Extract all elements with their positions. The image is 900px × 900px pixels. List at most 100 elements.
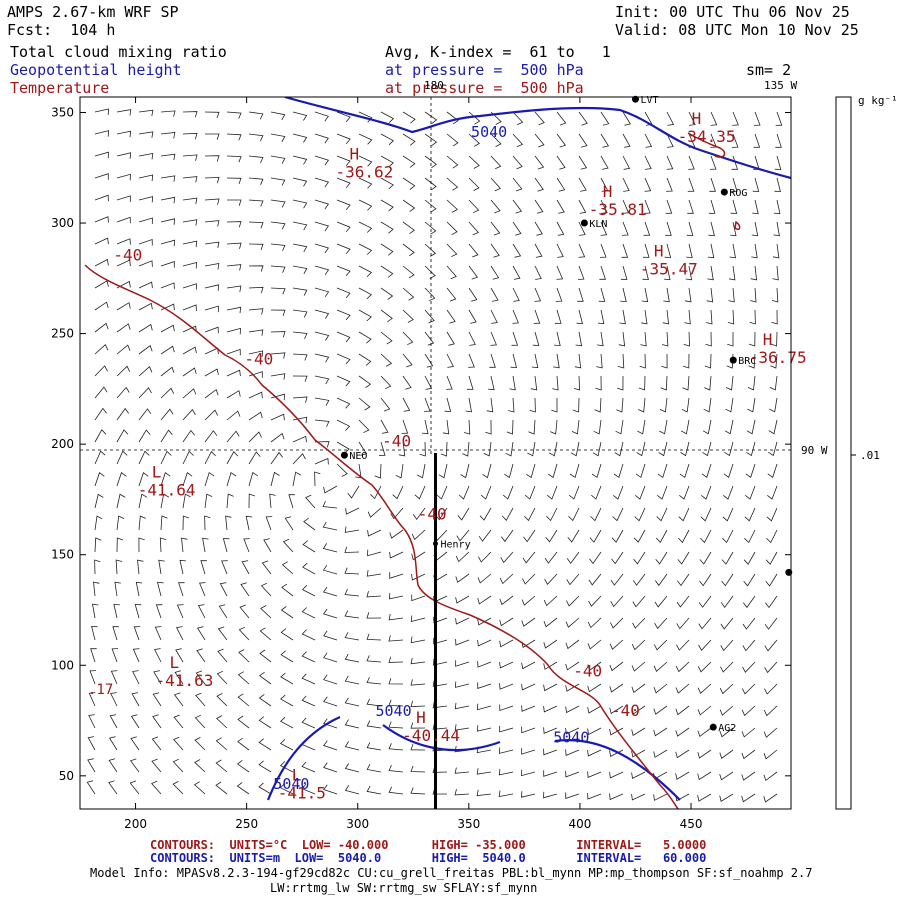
wind-barb: [151, 780, 162, 795]
wind-barb: [687, 177, 695, 192]
wind-barb: [160, 110, 176, 117]
wind-barb: [292, 287, 308, 296]
wind-barb: [478, 529, 492, 542]
wind-barb: [196, 648, 206, 663]
wind-barb: [116, 493, 126, 509]
wind-barb: [547, 463, 558, 479]
wind-barb: [719, 705, 734, 716]
wind-barb: [700, 507, 712, 522]
wind-barb: [314, 331, 330, 341]
wind-barb: [741, 683, 756, 695]
wind-barb: [512, 199, 523, 214]
wind-barb: [401, 419, 409, 434]
wind-barb: [138, 281, 153, 289]
wind-barb: [160, 153, 176, 161]
extremum-marker: H: [603, 182, 613, 201]
colorbar-box: [835, 96, 852, 810]
wind-barb: [182, 388, 197, 399]
wind-barb: [742, 617, 756, 630]
wind-barb: [402, 331, 414, 346]
wind-barb: [499, 617, 514, 627]
wind-barb: [344, 632, 360, 641]
wind-barb: [402, 177, 416, 190]
wind-barb: [477, 661, 492, 668]
wind-barb: [610, 617, 624, 629]
extremum-marker: H: [654, 242, 664, 261]
wind-barb: [663, 287, 670, 303]
wind-barb: [182, 240, 198, 248]
wind-barb: [610, 573, 624, 586]
wind-barb: [402, 111, 416, 124]
wind-barb: [314, 397, 330, 406]
wind-barb: [204, 368, 219, 377]
wind-barb: [708, 221, 715, 237]
wind-barb: [578, 221, 586, 236]
wind-barb: [323, 740, 338, 751]
k-index-range: Avg, K-index = 61 to 1: [385, 43, 611, 61]
station-marker: [340, 451, 348, 459]
wind-barb: [88, 692, 96, 707]
wind-barb: [160, 366, 175, 377]
wind-barb: [609, 683, 624, 693]
wind-barb: [94, 301, 109, 311]
wind-barb: [116, 280, 131, 289]
wind-barb: [543, 791, 558, 799]
wind-barb: [659, 419, 668, 435]
wind-barb: [380, 265, 394, 278]
wind-barb: [534, 243, 543, 258]
wind-barb: [477, 703, 492, 711]
model-info-physics: LW:rrtmg_lw SW:rrtmg_sw SFLAY:sf_mynn: [270, 881, 538, 895]
wind-barb: [731, 133, 739, 148]
wind-barb: [336, 243, 351, 255]
wind-barb: [303, 517, 316, 531]
wind-barb: [632, 617, 646, 629]
wind-barb: [204, 409, 219, 421]
wind-barb: [654, 595, 668, 608]
wind-barb: [138, 345, 153, 355]
wind-barb: [323, 762, 338, 773]
wind-barb: [130, 736, 140, 751]
wind-barb: [195, 670, 206, 685]
wind-barb: [226, 327, 241, 335]
wind-barb: [688, 155, 695, 170]
wind-barb: [700, 529, 712, 544]
wind-barb: [135, 581, 143, 597]
wind-barb: [508, 397, 515, 413]
wind-barb: [600, 221, 608, 236]
wind-barb: [578, 243, 586, 258]
wind-barb: [108, 736, 118, 751]
wind-barb: [344, 697, 360, 707]
wind-barb: [392, 485, 404, 500]
wind-barb: [631, 771, 646, 780]
wind-barb: [512, 111, 524, 126]
wind-barb: [775, 133, 782, 148]
wind-barb: [498, 790, 514, 797]
wind-barb: [512, 155, 523, 170]
wind-barb: [644, 133, 653, 148]
wind-barb: [641, 309, 648, 325]
wind-barb: [565, 727, 580, 735]
wind-barb: [632, 573, 646, 586]
wind-barb: [573, 375, 581, 391]
wind-barb: [411, 551, 426, 561]
wind-barb: [593, 419, 602, 435]
wind-barb: [578, 133, 588, 148]
wind-barb: [653, 793, 668, 801]
wind-barb: [527, 441, 536, 457]
wind-barb: [637, 419, 646, 435]
wind-barb: [432, 659, 448, 666]
wind-barb: [225, 515, 232, 531]
wind-barb: [632, 595, 646, 608]
wind-barb: [366, 633, 382, 641]
wind-barb: [241, 560, 250, 575]
wind-barb: [402, 199, 416, 212]
wind-barb: [600, 155, 609, 170]
wind-barb: [600, 199, 608, 214]
temp-contour-small-1: [687, 132, 726, 158]
wind-barb: [490, 177, 501, 192]
wind-barb: [138, 153, 154, 160]
wind-barb: [292, 199, 308, 209]
wind-barb: [521, 769, 536, 777]
wind-barb: [94, 537, 102, 553]
wind-barb: [499, 704, 514, 712]
